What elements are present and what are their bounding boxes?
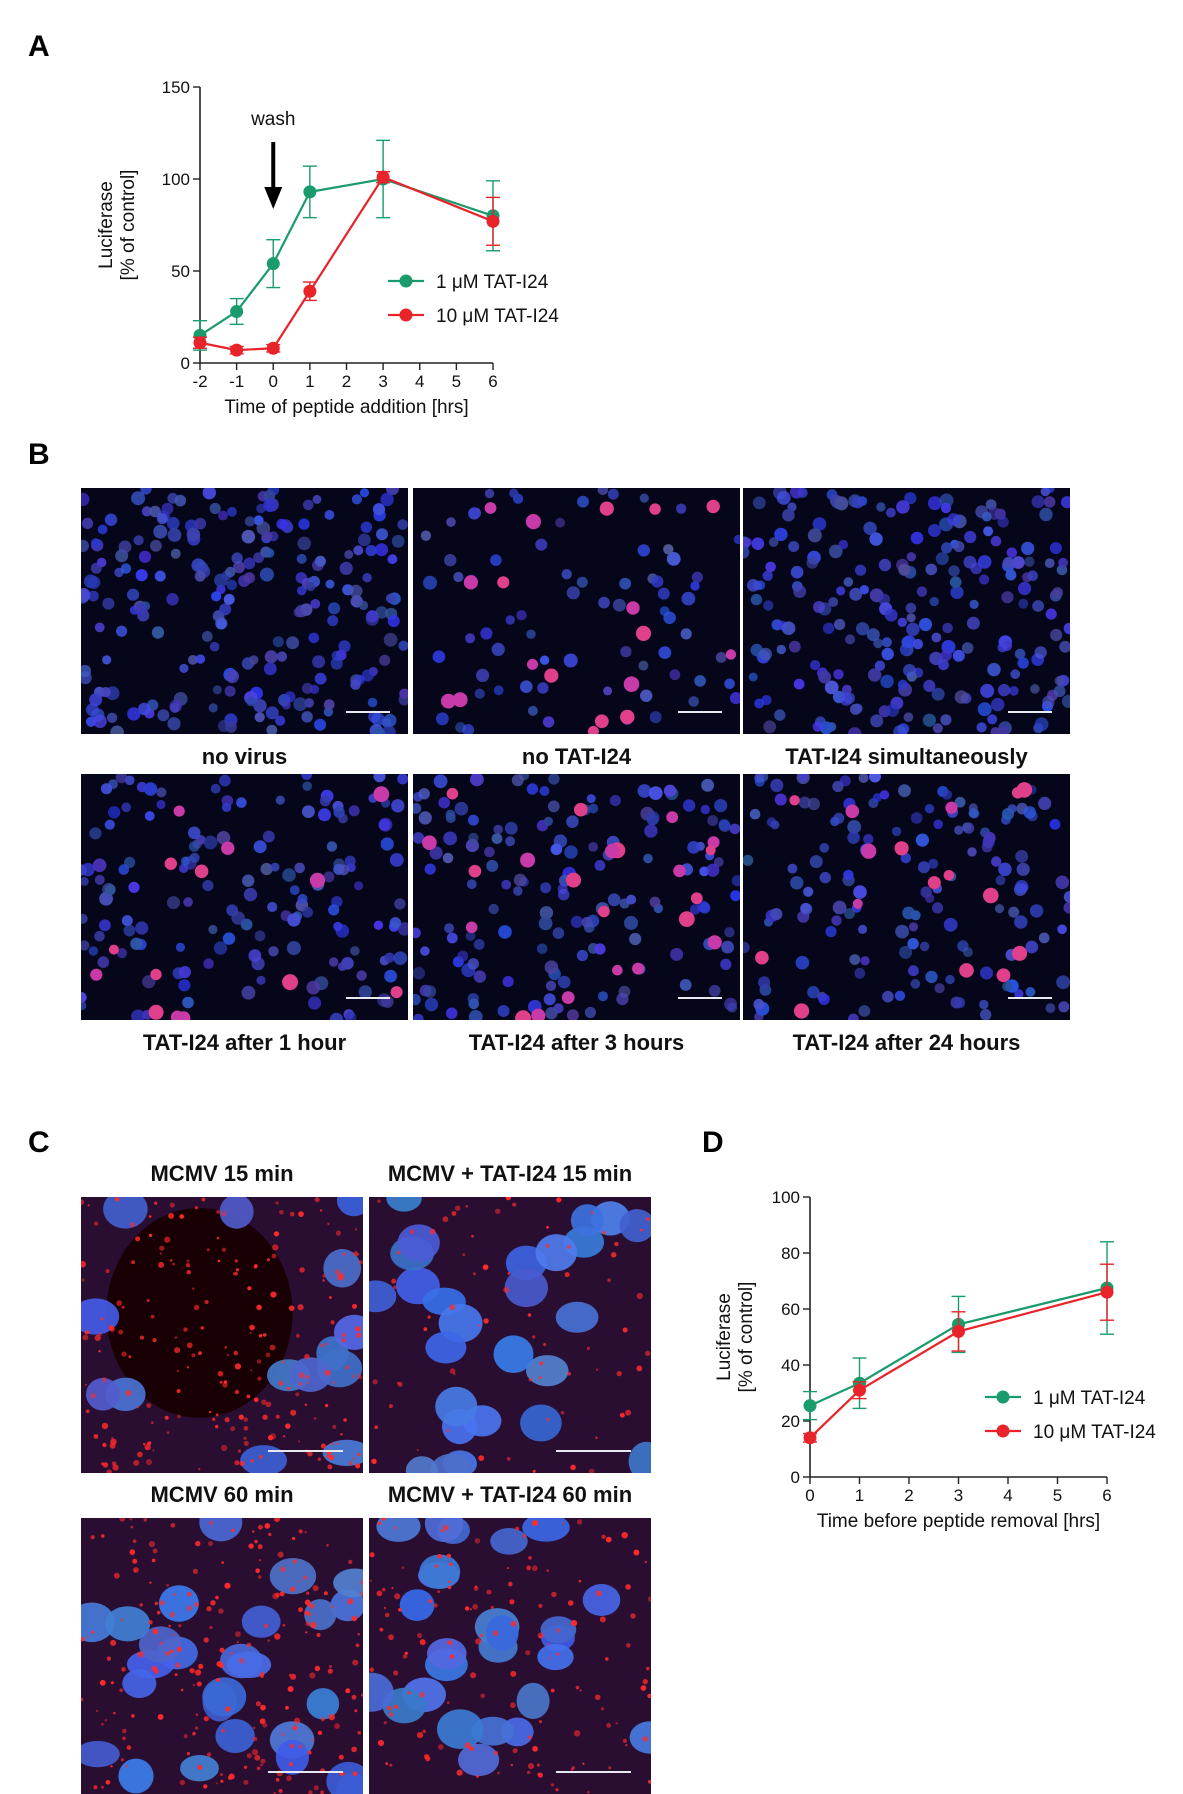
micrograph-c-3 bbox=[81, 1518, 363, 1794]
y-tick-label: 80 bbox=[781, 1244, 800, 1263]
x-axis-label: Time before peptide removal [hrs] bbox=[817, 1511, 1100, 1532]
x-tick-label: 1 bbox=[855, 1486, 864, 1505]
y-tick-label: 0 bbox=[181, 354, 190, 373]
micrograph-b-caption: TAT-I24 after 3 hours bbox=[413, 1030, 740, 1056]
legend-label: 10 μM TAT-I24 bbox=[436, 306, 559, 327]
data-point bbox=[267, 342, 280, 355]
legend-marker bbox=[997, 1391, 1010, 1404]
chart-panel-a: 0 50 100 150 -2 -1 0 1 2 3 4 5 6 Time of peptide addi… bbox=[90, 65, 610, 425]
y-axis-label: Luciferase bbox=[714, 1293, 735, 1381]
x-tick-label: 0 bbox=[269, 372, 278, 391]
data-point bbox=[377, 171, 390, 184]
data-point bbox=[952, 1325, 965, 1338]
data-point bbox=[303, 185, 316, 198]
micrograph-c-caption: MCMV + TAT-I24 15 min bbox=[349, 1161, 671, 1187]
data-point bbox=[804, 1431, 817, 1444]
panel-label-b: B bbox=[28, 438, 50, 472]
data-point bbox=[487, 215, 500, 228]
legend-label: 1 μM TAT-I24 bbox=[436, 272, 549, 293]
legend-marker bbox=[400, 309, 413, 322]
data-point bbox=[804, 1399, 817, 1412]
x-tick-label: 2 bbox=[904, 1486, 913, 1505]
legend-label: 1 μM TAT-I24 bbox=[1033, 1388, 1146, 1409]
data-point bbox=[230, 305, 243, 318]
x-tick-label: -2 bbox=[192, 372, 207, 391]
y-tick-label: 60 bbox=[781, 1300, 800, 1319]
data-point bbox=[853, 1384, 866, 1397]
legend-label: 10 μM TAT-I24 bbox=[1033, 1422, 1156, 1443]
micrograph-c-4 bbox=[369, 1518, 651, 1794]
micrograph-b-caption: TAT-I24 after 24 hours bbox=[743, 1030, 1070, 1056]
data-point bbox=[303, 285, 316, 298]
micrograph-b-3 bbox=[743, 488, 1070, 734]
x-tick-label: -1 bbox=[229, 372, 244, 391]
x-tick-label: 4 bbox=[1003, 1486, 1012, 1505]
series-2 bbox=[803, 1264, 1114, 1444]
micrograph-b-caption: TAT-I24 after 1 hour bbox=[81, 1030, 408, 1056]
x-tick-label: 3 bbox=[954, 1486, 963, 1505]
y-tick-label: 150 bbox=[162, 78, 190, 97]
y-tick-label: 40 bbox=[781, 1356, 800, 1375]
micrograph-b-1 bbox=[81, 488, 408, 734]
x-tick-label: 3 bbox=[378, 372, 387, 391]
x-tick-label: 5 bbox=[1053, 1486, 1062, 1505]
x-tick-label: 0 bbox=[805, 1486, 814, 1505]
panel-label-d: D bbox=[702, 1126, 724, 1160]
x-tick-label: 1 bbox=[305, 372, 314, 391]
x-axis-label: Time of peptide addition [hrs] bbox=[224, 397, 468, 418]
data-point bbox=[1101, 1286, 1114, 1299]
micrograph-c-1 bbox=[81, 1197, 363, 1473]
y-axis-label-unit: [% of control] bbox=[736, 1282, 757, 1393]
micrograph-c-caption: MCMV + TAT-I24 60 min bbox=[349, 1482, 671, 1508]
panel-label-c: C bbox=[28, 1126, 50, 1160]
micrograph-c-2 bbox=[369, 1197, 651, 1473]
data-point bbox=[230, 344, 243, 357]
x-tick-label: 2 bbox=[342, 372, 351, 391]
micrograph-b-caption: TAT-I24 simultaneously bbox=[743, 744, 1070, 770]
micrograph-b-4 bbox=[81, 774, 408, 1020]
legend-marker bbox=[400, 275, 413, 288]
y-tick-label: 100 bbox=[772, 1188, 800, 1207]
x-tick-label: 4 bbox=[415, 372, 424, 391]
y-tick-label: 100 bbox=[162, 170, 190, 189]
panel-label-a: A bbox=[28, 30, 50, 64]
y-axis-label: Luciferase bbox=[96, 181, 117, 269]
data-point bbox=[267, 257, 280, 270]
micrograph-b-caption: no TAT-I24 bbox=[413, 744, 740, 770]
y-tick-label: 20 bbox=[781, 1412, 800, 1431]
y-tick-label: 0 bbox=[791, 1468, 800, 1487]
y-tick-label: 50 bbox=[171, 262, 190, 281]
micrograph-b-caption: no virus bbox=[81, 744, 408, 770]
data-point bbox=[194, 336, 207, 349]
micrograph-b-2 bbox=[413, 488, 740, 734]
micrograph-b-6 bbox=[743, 774, 1070, 1020]
micrograph-c-caption: MCMV 15 min bbox=[61, 1161, 383, 1187]
wash-annotation: wash bbox=[250, 109, 295, 130]
micrograph-c-caption: MCMV 60 min bbox=[61, 1482, 383, 1508]
legend-marker bbox=[997, 1425, 1010, 1438]
series-2 bbox=[193, 171, 500, 357]
micrograph-b-5 bbox=[413, 774, 740, 1020]
y-axis-label-unit: [% of control] bbox=[118, 170, 139, 281]
x-tick-label: 5 bbox=[452, 372, 461, 391]
wash-arrow-head bbox=[264, 187, 282, 209]
x-tick-label: 6 bbox=[1102, 1486, 1111, 1505]
x-tick-label: 6 bbox=[488, 372, 497, 391]
